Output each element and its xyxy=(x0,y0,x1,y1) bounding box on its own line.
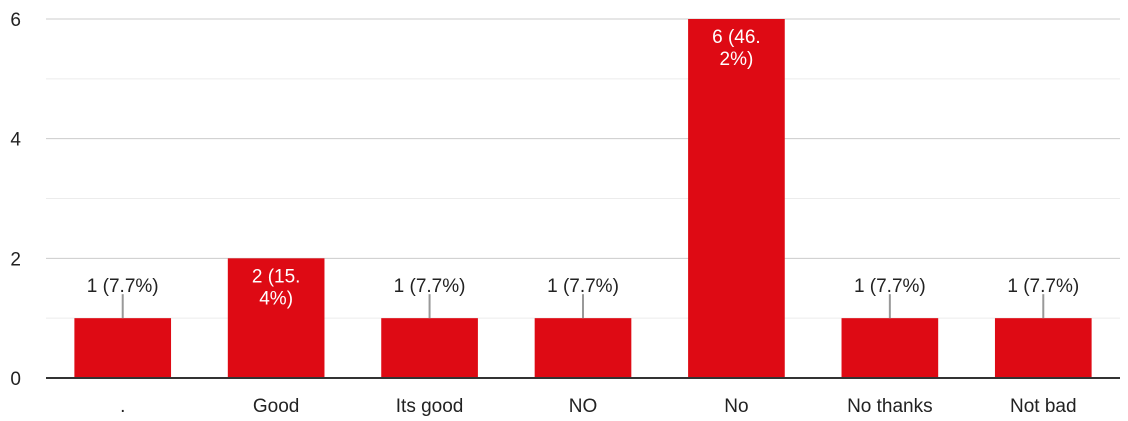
bar xyxy=(227,258,325,378)
data-label-line: 4%) xyxy=(259,288,293,309)
y-tick-label: 0 xyxy=(10,369,21,390)
data-label: 1 (7.7%) xyxy=(1007,276,1079,297)
bar xyxy=(534,318,632,378)
bar xyxy=(841,318,939,378)
bar xyxy=(994,318,1092,378)
x-axis-categories: . Good Its good NO No No thanks Not bad xyxy=(120,396,1076,417)
x-category-label: NO xyxy=(569,396,598,417)
data-label: 1 (7.7%) xyxy=(547,276,619,297)
y-tick-label: 2 xyxy=(10,249,21,270)
x-category-label: . xyxy=(120,396,125,417)
bar xyxy=(381,318,478,378)
x-category-label: Its good xyxy=(396,396,464,417)
gridlines xyxy=(46,18,1120,319)
data-label: 6 (46. 2%) xyxy=(712,27,761,70)
data-label-line: 2%) xyxy=(720,49,754,70)
bar xyxy=(74,318,172,378)
data-label: 1 (7.7%) xyxy=(394,276,466,297)
data-label-line: 6 (46. xyxy=(712,27,761,48)
x-category-label: No xyxy=(724,396,748,417)
y-tick-label: 6 xyxy=(10,10,21,31)
x-category-label: No thanks xyxy=(847,396,933,417)
bars: 1 (7.7%) 2 (15. 4%)1 (7.7%) 1 (7.7%)6 (46. 2… xyxy=(74,19,1092,378)
data-label-line: 2 (15. xyxy=(252,266,301,287)
y-axis-ticks: 0 2 4 6 xyxy=(10,10,21,390)
bar xyxy=(688,19,785,378)
y-tick-label: 4 xyxy=(10,130,21,151)
data-label: 1 (7.7%) xyxy=(854,276,926,297)
data-label: 1 (7.7%) xyxy=(87,276,159,297)
x-category-label: Good xyxy=(253,396,299,417)
x-category-label: Not bad xyxy=(1010,396,1077,417)
data-label: 2 (15. 4%) xyxy=(252,266,301,309)
